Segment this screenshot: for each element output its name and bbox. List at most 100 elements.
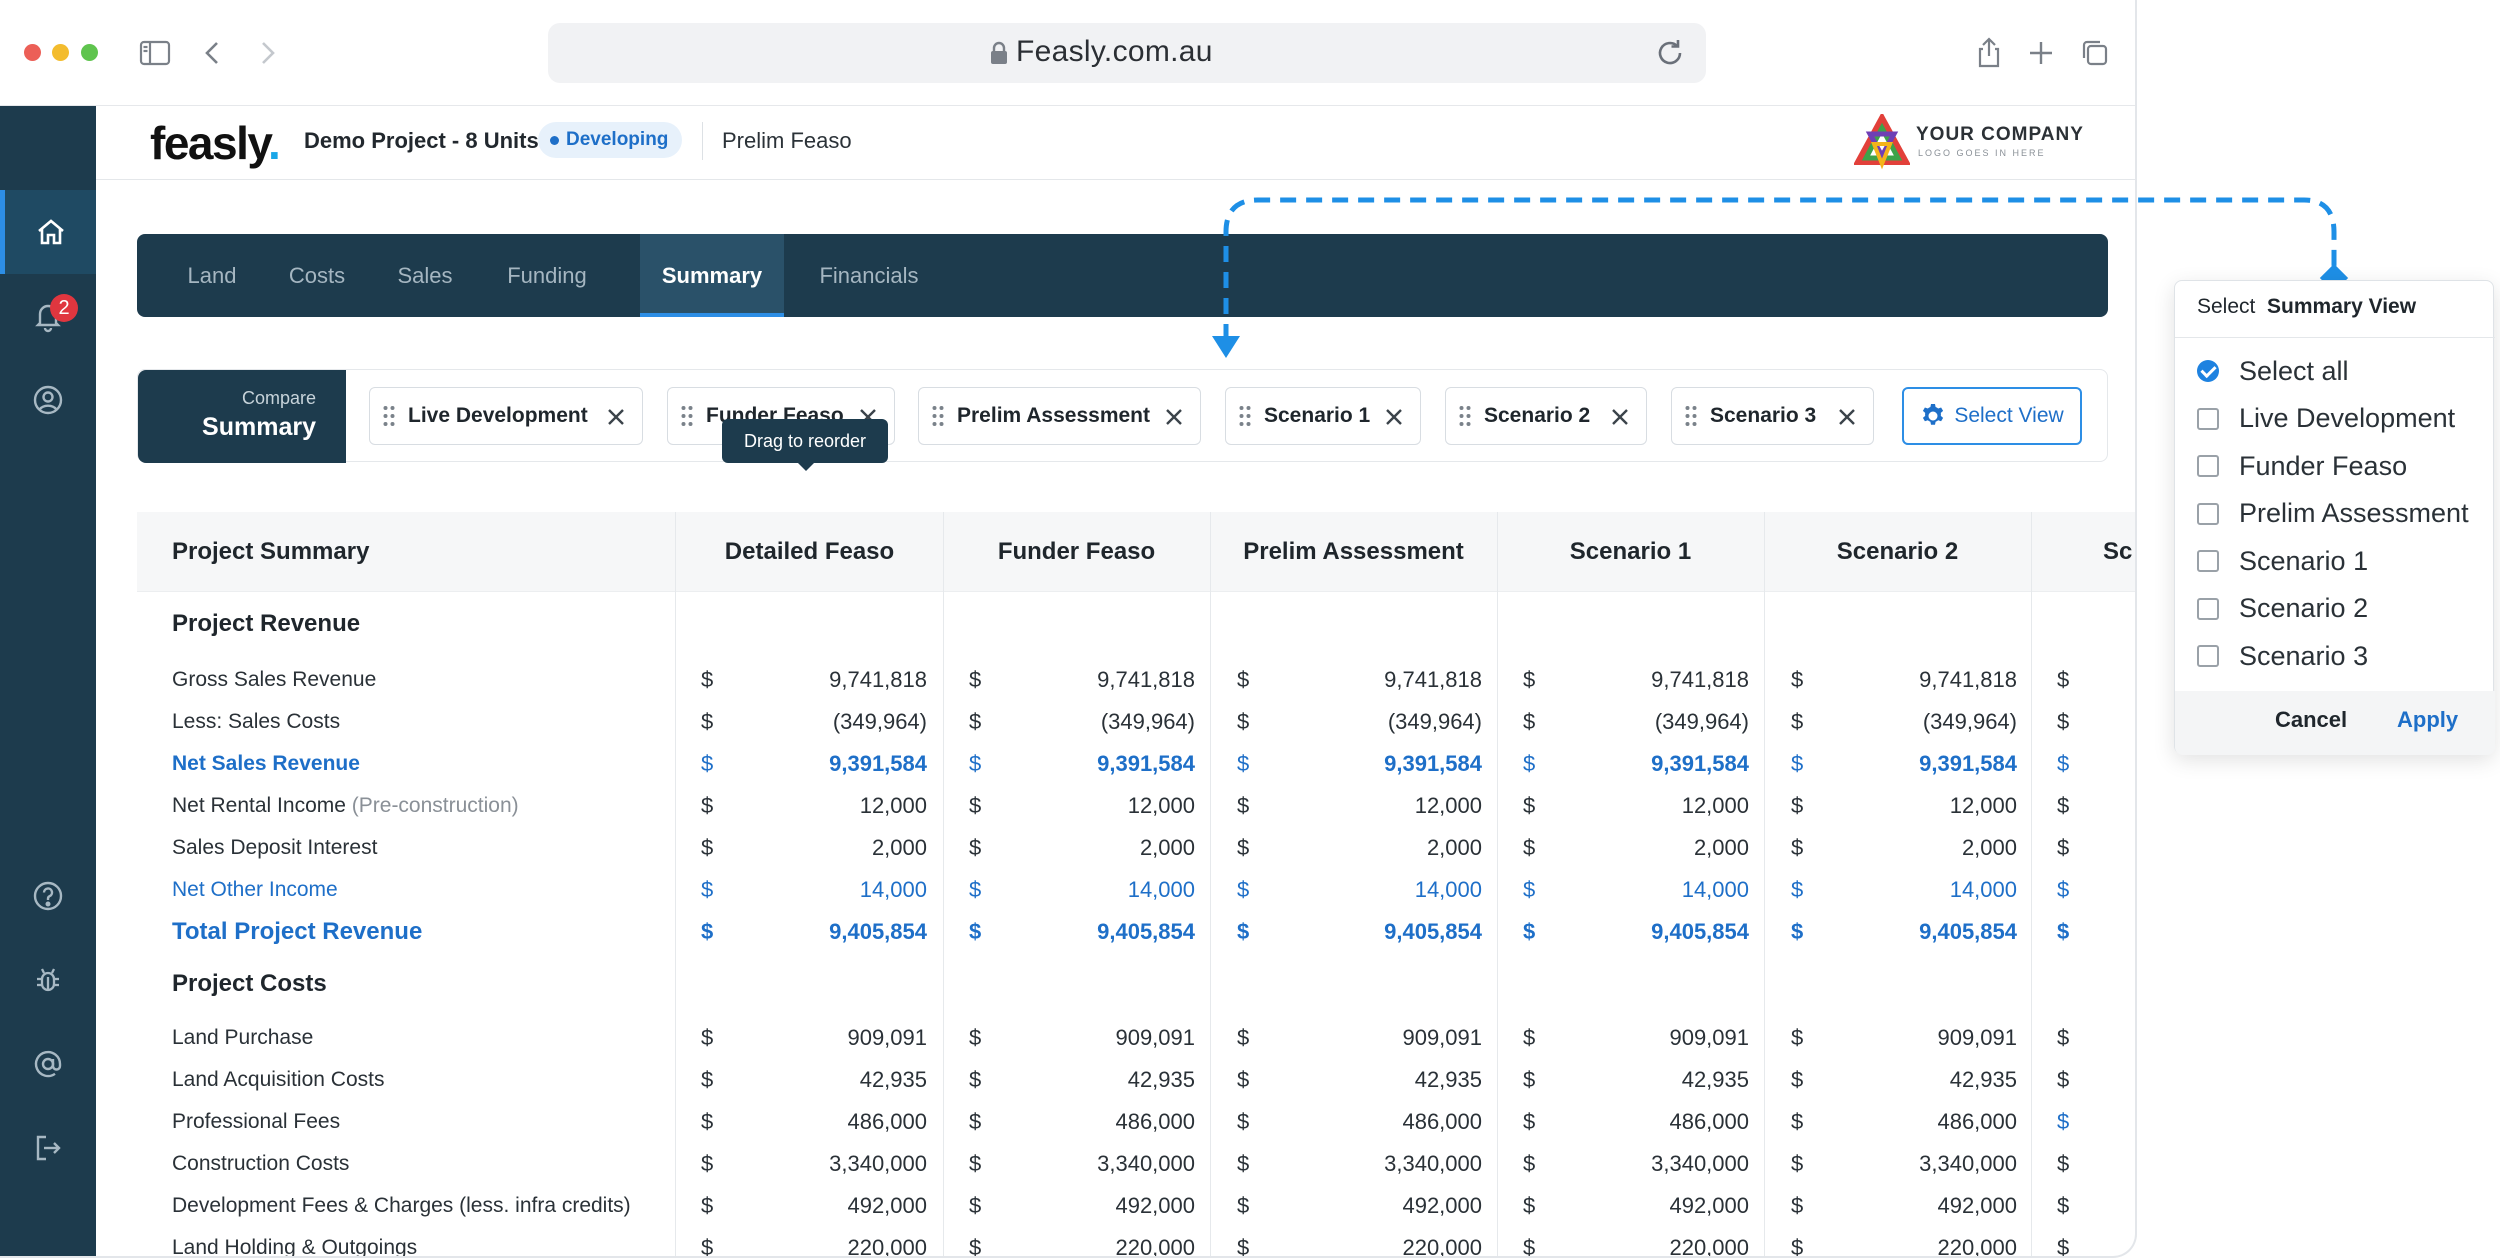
- table-row: Land Acquisition Costs $ $ $ $ $ $42,935 42,935…: [137, 1060, 2135, 1100]
- cancel-button[interactable]: Cancel: [2275, 707, 2348, 732]
- drag-handle-icon[interactable]: [931, 405, 945, 427]
- table-cell: 9,391,584: [829, 751, 927, 776]
- currency-symbol: $: [2057, 877, 2070, 902]
- close-icon[interactable]: [1384, 407, 1404, 427]
- checkbox[interactable]: [2197, 550, 2219, 572]
- drag-handle-icon[interactable]: [1238, 405, 1252, 427]
- sidebar-toggle-icon[interactable]: [138, 36, 172, 70]
- table-cell: 9,741,818: [1651, 667, 1749, 692]
- currency-symbol: $: [1523, 667, 1536, 692]
- option-scenario-1[interactable]: Scenario 1: [2197, 541, 2368, 581]
- currency-symbol: $: [701, 1109, 714, 1134]
- column-divider: [943, 512, 944, 1256]
- currency-symbol: $: [2057, 1151, 2070, 1176]
- table-cell: 9,405,854: [1097, 919, 1195, 944]
- notifications-nav[interactable]: 2: [0, 274, 96, 358]
- currency-symbol: $: [1237, 835, 1250, 860]
- option-scenario-3[interactable]: Scenario 3: [2197, 636, 2368, 676]
- currency-symbol: $: [969, 709, 982, 734]
- panel-title: Select Summary View: [2197, 295, 2416, 319]
- option-funder-feaso[interactable]: Funder Feaso: [2197, 446, 2407, 486]
- select-view-button[interactable]: Select View: [1902, 387, 2082, 445]
- maximize-window-button[interactable]: [81, 44, 98, 61]
- feaso-tabs: Land Costs Sales Funding Summary Financi…: [137, 234, 2108, 317]
- close-icon[interactable]: [1610, 407, 1630, 427]
- option-label: Live Development: [2239, 403, 2456, 433]
- address-bar[interactable]: Feasly.com.au: [548, 23, 1706, 83]
- back-icon[interactable]: [196, 36, 230, 70]
- drag-handle-icon[interactable]: [382, 405, 396, 427]
- tab-overview-icon[interactable]: [2078, 36, 2112, 70]
- share-icon[interactable]: [1972, 36, 2006, 70]
- bug-report-nav[interactable]: [0, 938, 96, 1022]
- currency-symbol: $: [701, 1193, 714, 1218]
- chip-scenario-1[interactable]: Scenario 1: [1225, 387, 1421, 445]
- option-prelim-assessment[interactable]: Prelim Assessment: [2197, 494, 2469, 534]
- compare-label-small: Compare: [241, 388, 316, 408]
- currency-symbol: $: [1523, 1025, 1536, 1050]
- close-icon[interactable]: [1837, 407, 1857, 427]
- option-scenario-2[interactable]: Scenario 2: [2197, 589, 2368, 629]
- currency-symbol: $: [969, 1235, 982, 1258]
- table-cell: 220,000: [1669, 1235, 1749, 1258]
- column-header: Scenario 1: [1569, 538, 1692, 565]
- close-icon[interactable]: [1164, 407, 1184, 427]
- row-label-wrap: Net Rental Income (Pre-construction): [172, 786, 519, 826]
- url-text: Feasly.com.au: [1016, 35, 1213, 68]
- tab-summary[interactable]: Summary: [640, 234, 784, 317]
- help-icon: [33, 881, 63, 911]
- drag-handle-icon[interactable]: [1458, 405, 1472, 427]
- checkbox[interactable]: [2197, 597, 2219, 620]
- option-live-development[interactable]: Live Development: [2197, 399, 2455, 439]
- table-cell: 9,405,854: [1651, 919, 1749, 944]
- currency-symbol: $: [1791, 1151, 1804, 1176]
- contact-nav[interactable]: [0, 1022, 96, 1106]
- checkbox[interactable]: [2197, 502, 2219, 525]
- close-icon[interactable]: [606, 407, 626, 427]
- drag-handle-icon[interactable]: [680, 405, 694, 427]
- help-nav[interactable]: [0, 854, 96, 938]
- new-tab-icon[interactable]: [2024, 36, 2058, 70]
- tab-funding[interactable]: Funding: [507, 263, 587, 288]
- table-cell: 492,000: [1115, 1193, 1195, 1218]
- logout-nav[interactable]: [0, 1106, 96, 1190]
- tab-financials[interactable]: Financials: [819, 263, 919, 288]
- currency-symbol: $: [2057, 1235, 2070, 1258]
- currency-symbol: $: [1791, 919, 1804, 944]
- option-select-all[interactable]: Select all: [2197, 351, 2349, 391]
- chip-scenario-2[interactable]: Scenario 2: [1445, 387, 1647, 445]
- tab-sales[interactable]: Sales: [397, 263, 453, 288]
- currency-symbol: $: [1237, 667, 1250, 692]
- row-label: Land Purchase: [172, 1026, 314, 1049]
- checkbox[interactable]: [2197, 455, 2219, 477]
- reload-icon[interactable]: [1654, 37, 1686, 69]
- close-window-button[interactable]: [24, 44, 41, 61]
- feasly-logo[interactable]: feasly.: [150, 116, 281, 170]
- checkbox[interactable]: [2197, 360, 2219, 382]
- minimize-window-button[interactable]: [52, 44, 69, 61]
- tab-land[interactable]: Land: [187, 263, 237, 288]
- chip-scenario-3[interactable]: Scenario 3: [1671, 387, 1874, 445]
- table-header: Project Summary Detailed Feaso Funder Fe…: [137, 512, 2135, 592]
- chip-prelim-assessment[interactable]: Prelim Assessment: [918, 387, 1201, 445]
- currency-symbol: $: [701, 835, 714, 860]
- table-cell: 2,000: [1139, 835, 1195, 860]
- checkbox[interactable]: [2197, 645, 2219, 667]
- currency-symbol: $: [1523, 919, 1536, 944]
- tab-costs[interactable]: Costs: [288, 263, 346, 288]
- account-nav[interactable]: [0, 358, 96, 442]
- checkbox[interactable]: [2197, 407, 2219, 430]
- project-name[interactable]: Demo Project - 8 Units: [304, 128, 539, 153]
- drag-handle-icon[interactable]: [1684, 405, 1698, 427]
- home-nav[interactable]: [0, 190, 96, 274]
- company-mark-icon: [1854, 114, 1910, 170]
- table-cell: 2,000: [1961, 835, 2017, 860]
- forward-icon[interactable]: [250, 36, 284, 70]
- lock-icon: [990, 41, 1008, 65]
- row-label-suffix: (Pre-construction): [351, 794, 519, 817]
- apply-button[interactable]: Apply: [2397, 707, 2459, 732]
- compare-label-big: Summary: [202, 413, 316, 441]
- currency-symbol: $: [1523, 835, 1536, 860]
- chip-live-development[interactable]: Live Development: [369, 387, 643, 445]
- feaso-name[interactable]: Prelim Feaso: [722, 128, 852, 153]
